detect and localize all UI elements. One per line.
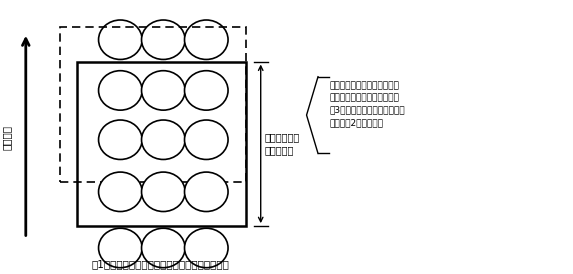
- Ellipse shape: [99, 172, 142, 212]
- Ellipse shape: [99, 120, 142, 159]
- Text: 視覚センサの入力領域が一定
の場合、実線枠内では条方向
に3個取り込まれ、破線枠に移
動すると2個になる。: 視覚センサの入力領域が一定 の場合、実線枠内では条方向 に3個取り込まれ、破線枠…: [329, 81, 405, 127]
- Ellipse shape: [185, 120, 228, 159]
- Ellipse shape: [142, 20, 185, 59]
- Ellipse shape: [142, 71, 185, 110]
- Ellipse shape: [99, 228, 142, 268]
- Ellipse shape: [142, 228, 185, 268]
- Ellipse shape: [142, 120, 185, 159]
- Ellipse shape: [185, 20, 228, 59]
- Ellipse shape: [99, 71, 142, 110]
- Bar: [60, 27, 246, 182]
- Ellipse shape: [185, 71, 228, 110]
- Ellipse shape: [142, 172, 185, 212]
- Text: 図1　画像に取り込まれる作物個体数の変化の例: 図1 画像に取り込まれる作物個体数の変化の例: [92, 259, 229, 269]
- Bar: [77, 62, 246, 226]
- Text: 進行方向: 進行方向: [2, 124, 12, 150]
- Ellipse shape: [185, 172, 228, 212]
- Ellipse shape: [99, 20, 142, 59]
- Ellipse shape: [185, 228, 228, 268]
- Text: 視覚センサの
条方向視野: 視覚センサの 条方向視野: [265, 132, 300, 155]
